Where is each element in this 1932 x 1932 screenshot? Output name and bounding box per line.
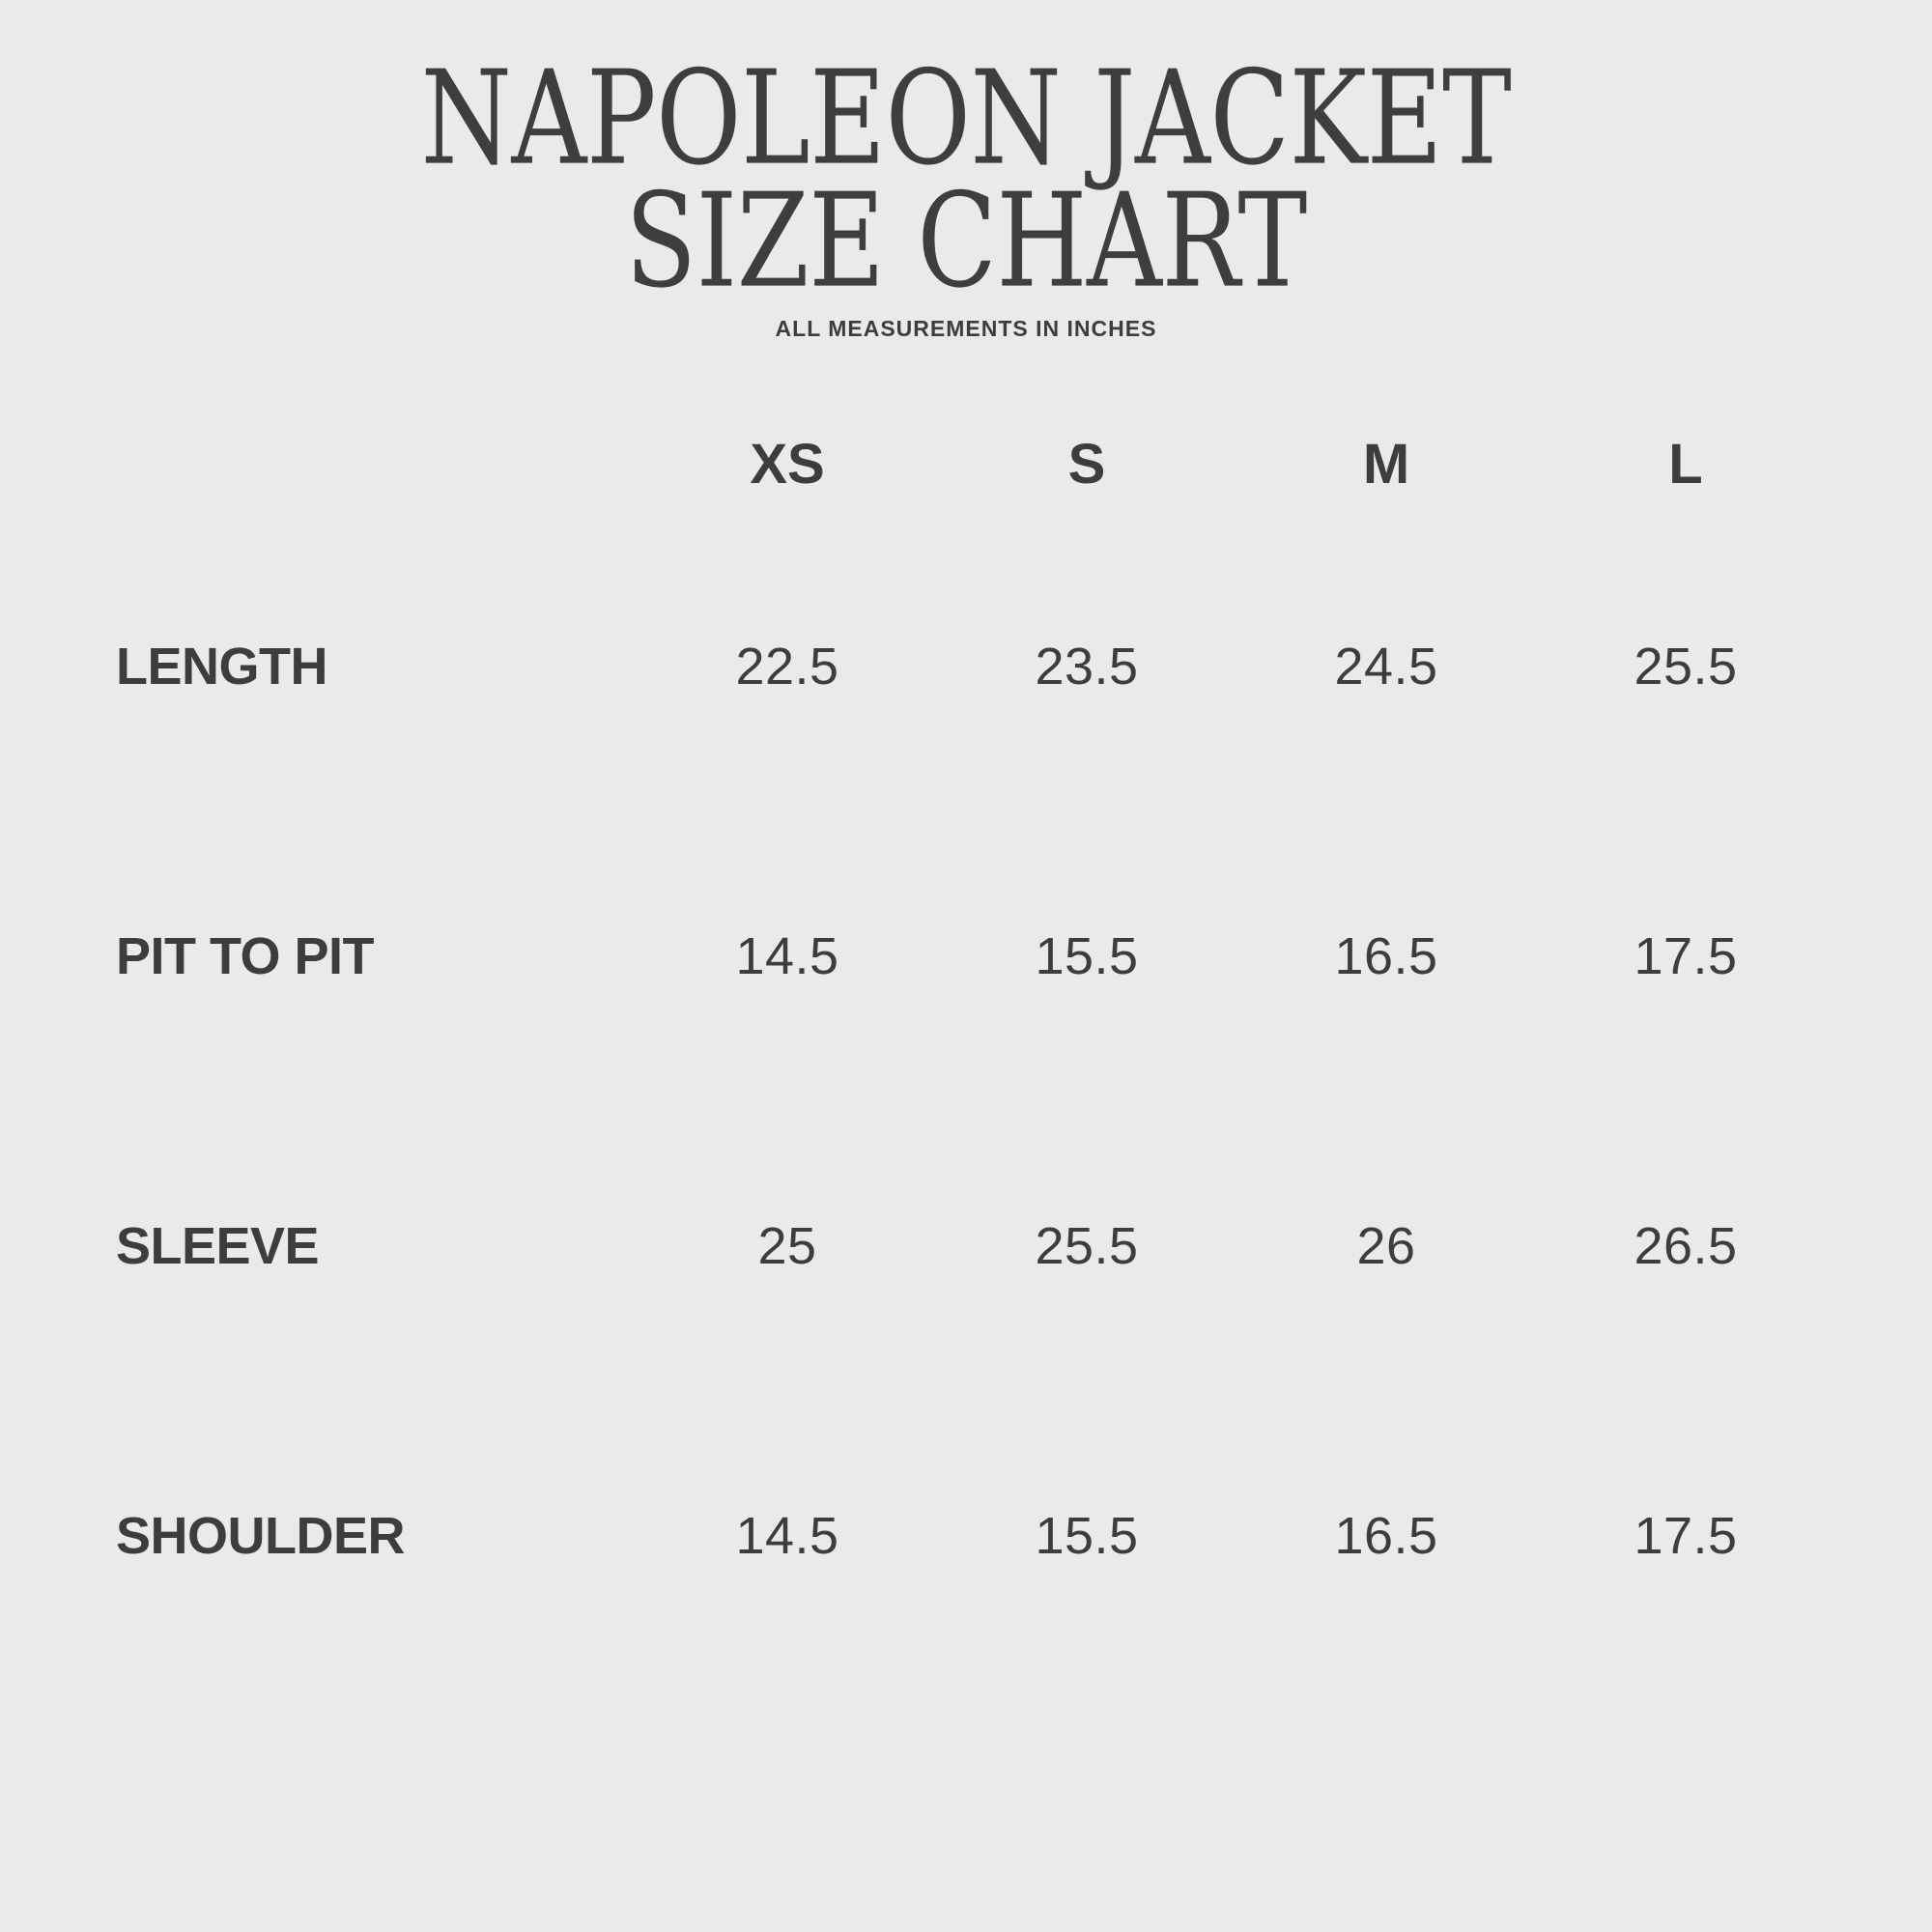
table-header: XS S M L	[97, 406, 1835, 522]
table-row: SHOULDER 14.5 15.5 16.5 17.5	[97, 1391, 1835, 1681]
cell-length-xs: 22.5	[735, 638, 839, 696]
row-label-shoulder: SHOULDER	[116, 1507, 406, 1565]
table-row: SLEEVE 25 25.5 26 26.5	[97, 1101, 1835, 1391]
chart-header: NAPOLEON JACKET SIZE CHART ALL MEASUREME…	[0, 53, 1932, 342]
size-chart-table: XS S M L LENGTH 22.5 23.5 24.5 25.5 PIT …	[97, 406, 1835, 1681]
size-header-l: L	[1668, 432, 1703, 496]
page-title-line-2: SIZE CHART	[625, 165, 1307, 318]
cell-pit-to-pit-s: 15.5	[1035, 927, 1139, 985]
cell-pit-to-pit-l: 17.5	[1634, 927, 1738, 985]
cell-sleeve-m: 26	[1356, 1217, 1416, 1275]
cell-sleeve-s: 25.5	[1035, 1217, 1139, 1275]
size-chart-table-wrapper: XS S M L LENGTH 22.5 23.5 24.5 25.5 PIT …	[0, 406, 1932, 1681]
cell-length-s: 23.5	[1035, 638, 1139, 696]
cell-pit-to-pit-xs: 14.5	[735, 927, 839, 985]
cell-shoulder-m: 16.5	[1334, 1507, 1438, 1565]
size-header-m: M	[1362, 432, 1410, 496]
table-row: PIT TO PIT 14.5 15.5 16.5 17.5	[97, 811, 1835, 1101]
measurement-units-subtitle: ALL MEASUREMENTS IN INCHES	[775, 316, 1157, 342]
cell-shoulder-s: 15.5	[1035, 1507, 1139, 1565]
size-header-xs: XS	[750, 432, 825, 496]
row-label-length: LENGTH	[116, 638, 328, 696]
page-title-line-1: NAPOLEON JACKET	[420, 43, 1512, 195]
cell-sleeve-xs: 25	[757, 1217, 817, 1275]
table-row: LENGTH 22.5 23.5 24.5 25.5	[97, 522, 1835, 811]
cell-length-m: 24.5	[1334, 638, 1438, 696]
cell-shoulder-l: 17.5	[1634, 1507, 1738, 1565]
row-label-pit-to-pit: PIT TO PIT	[116, 927, 375, 985]
measurement-label-header	[97, 406, 638, 522]
size-header-s: S	[1067, 432, 1106, 496]
table-header-row: XS S M L	[97, 406, 1835, 522]
cell-pit-to-pit-m: 16.5	[1334, 927, 1438, 985]
cell-sleeve-l: 26.5	[1634, 1217, 1738, 1275]
cell-length-l: 25.5	[1634, 638, 1738, 696]
cell-shoulder-xs: 14.5	[735, 1507, 839, 1565]
row-label-sleeve: SLEEVE	[116, 1217, 320, 1275]
table-body: LENGTH 22.5 23.5 24.5 25.5 PIT TO PIT 14…	[97, 522, 1835, 1681]
